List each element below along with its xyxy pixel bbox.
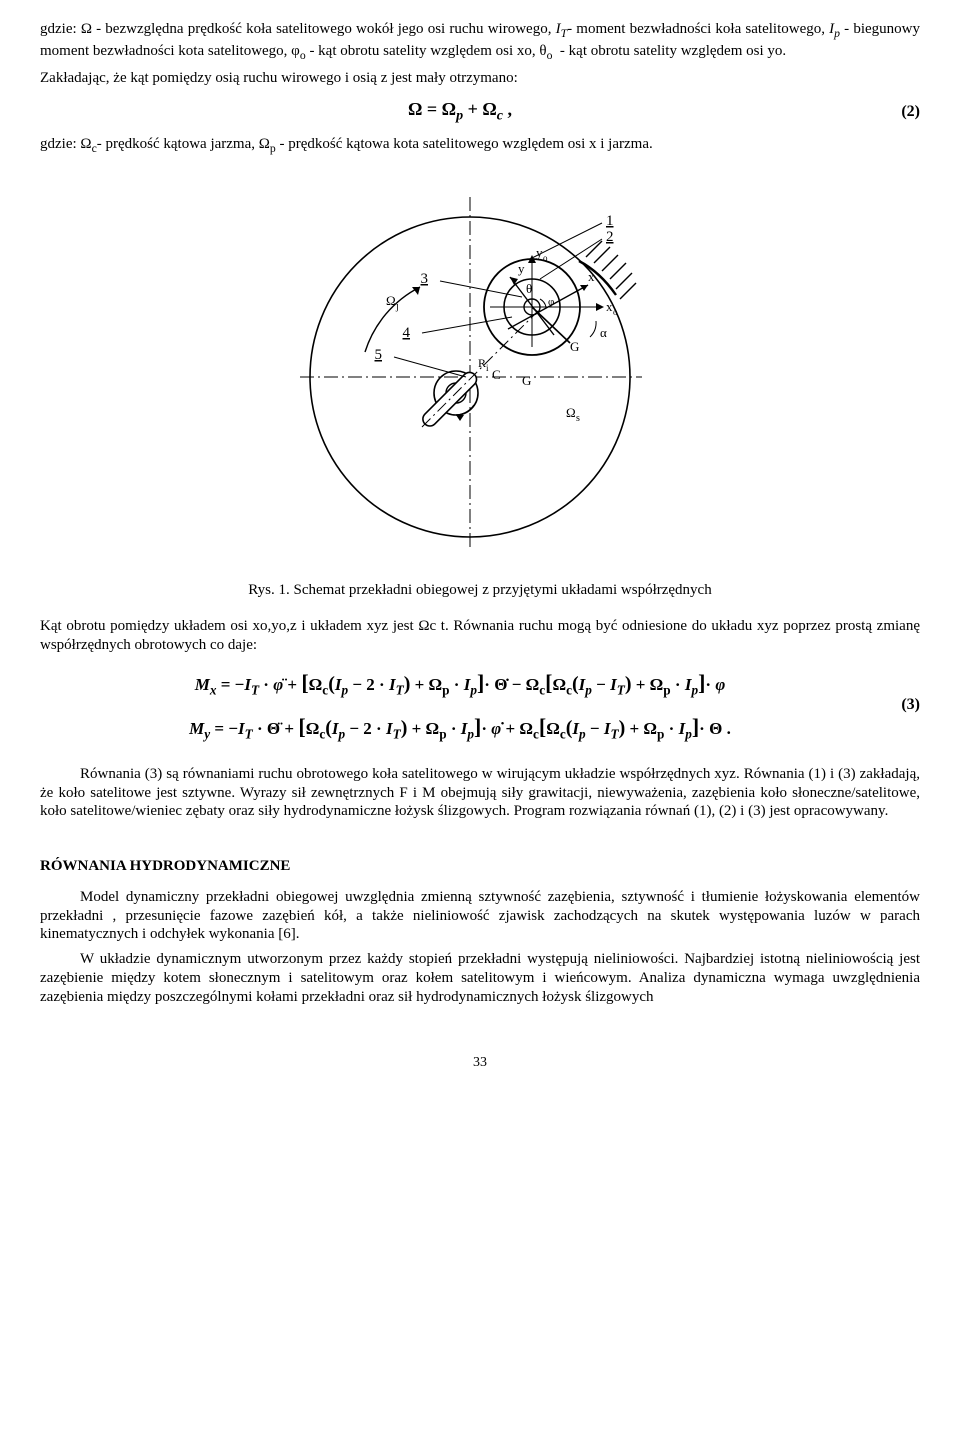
svg-text:3: 3 <box>421 271 429 287</box>
svg-text:α: α <box>600 325 607 340</box>
paragraph-definitions: gdzie: Ω - bezwzględna prędkość koła sat… <box>40 20 920 63</box>
svg-text:φ: φ <box>548 296 554 308</box>
paragraph-after-eq3: Równania (3) są równaniami ruchu obrotow… <box>40 765 920 821</box>
svg-text:s: s <box>576 413 580 424</box>
equation-3-number: (3) <box>880 695 920 715</box>
paragraph-eq2-where: gdzie: Ωc- prędkość kątowa jarzma, Ωp - … <box>40 135 920 157</box>
svg-text:x: x <box>588 269 595 284</box>
figure-1-caption: Rys. 1. Schemat przekładni obiegowej z p… <box>40 581 920 600</box>
svg-text:2: 2 <box>606 229 614 245</box>
svg-text:5: 5 <box>375 347 383 363</box>
svg-text:o: o <box>613 307 618 317</box>
paragraph-before-eq3: Kąt obrotu pomiędzy układem osi xo,yo,z … <box>40 617 920 655</box>
section-heading-hydro: RÓWNANIA HYDRODYNAMICZNE <box>40 857 920 876</box>
svg-text:G: G <box>570 339 579 354</box>
svg-text:C: C <box>492 367 501 382</box>
planet-cluster <box>484 255 604 355</box>
svg-text:4: 4 <box>403 325 411 341</box>
paragraph-hydro-1: Model dynamiczny przekładni obiegowej uw… <box>40 888 920 944</box>
svg-text:θ: θ <box>526 281 532 296</box>
equation-2-row: Ω = Ωp + Ωc , (2) <box>40 98 920 125</box>
svg-text:i: i <box>486 363 489 373</box>
svg-text:Ω: Ω <box>386 293 396 308</box>
svg-text:x: x <box>606 299 613 314</box>
gear-diagram-svg: 1 2 3 4 5 Ωj Ωs y yo x xo G C Ri θ φ α G <box>270 177 690 557</box>
paragraph-hydro-2: W układzie dynamicznym utworzonym przez … <box>40 950 920 1006</box>
svg-text:R: R <box>478 356 486 370</box>
svg-text:o: o <box>543 253 548 263</box>
svg-text:y: y <box>518 261 525 276</box>
paragraph-assumption: Zakładając, że kąt pomiędzy osią ruchu w… <box>40 69 920 88</box>
svg-text:Ω: Ω <box>566 405 576 420</box>
svg-text:G: G <box>522 373 531 388</box>
svg-text:y: y <box>536 245 543 260</box>
page-number: 33 <box>40 1054 920 1072</box>
svg-text:j: j <box>395 301 399 312</box>
equation-3: Mx = −IT · φ̈ + [Ωc(Ip − 2 · IT) + Ωp · … <box>40 661 880 749</box>
equation-2: Ω = Ωp + Ωc , <box>40 98 880 125</box>
svg-text:1: 1 <box>606 213 614 229</box>
figure-1: 1 2 3 4 5 Ωj Ωs y yo x xo G C Ri θ φ α G <box>40 177 920 563</box>
equation-3-row: Mx = −IT · φ̈ + [Ωc(Ip − 2 · IT) + Ωp · … <box>40 661 920 749</box>
equation-2-number: (2) <box>880 102 920 122</box>
